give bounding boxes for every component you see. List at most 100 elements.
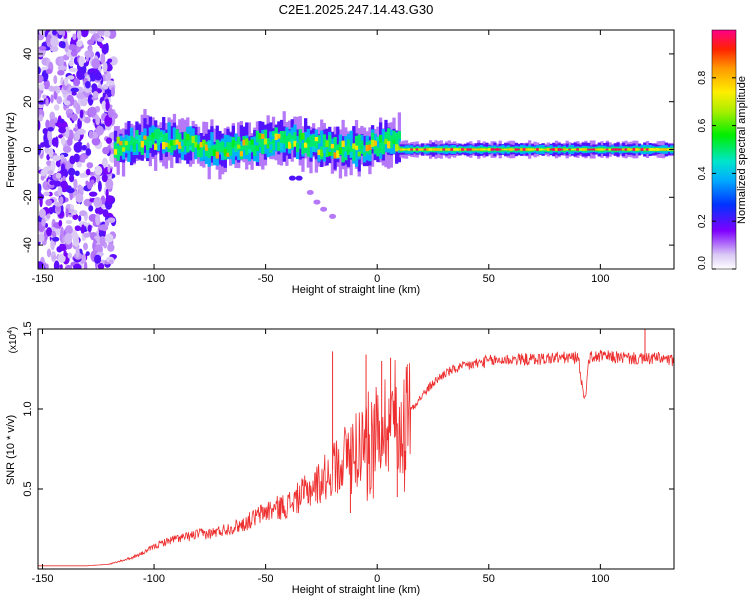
colorbar-gradient: [711, 29, 737, 270]
heatmap-noise-cell: [85, 168, 91, 176]
heatmap-noise-cell: [65, 219, 73, 225]
heatmap-band-cell: [381, 128, 385, 147]
heatmap-noise-cell: [60, 136, 66, 146]
heatmap-band-cell: [271, 131, 276, 137]
heatmap-band-cell: [576, 148, 580, 151]
heatmap-noise-cell: [87, 39, 94, 46]
heatmap-band-cell: [447, 148, 451, 151]
heatmap-band-cell: [194, 142, 198, 148]
heatmap-band-cell: [428, 148, 433, 151]
heatmap-band-cell: [212, 149, 217, 157]
heatmap-band-cell: [180, 141, 185, 147]
snr-series-line: [38, 350, 674, 567]
heatmap-noise-cell: [58, 253, 66, 263]
heatmap-band-cell: [410, 148, 414, 151]
heatmap-noise-cell: [57, 65, 67, 71]
heatmap-feature-3: [288, 175, 337, 219]
heatmap-band-cell: [648, 148, 652, 151]
heatmap-band-cell: [306, 143, 310, 157]
heatmap-band-cell: [661, 148, 666, 151]
heatmap-band-cell: [274, 133, 278, 140]
heatmap-band-cell: [354, 135, 359, 149]
heatmap-band-cell: [328, 135, 332, 150]
heatmap-band-cell: [530, 148, 535, 151]
heatmap-noise-cell: [53, 260, 60, 269]
heatmap-band-cell: [392, 130, 396, 141]
heatmap-noise-cell: [95, 125, 104, 136]
heatmap-noise-cell: [47, 170, 54, 175]
heatmap-band-cell: [250, 139, 254, 145]
heatmap-band-cell: [434, 148, 438, 151]
heatmap-noise-cell: [70, 204, 74, 210]
heatmap-band-cell: [154, 129, 158, 139]
heatmap-band-cell: [202, 145, 206, 161]
heatmap-noise-cell: [67, 252, 73, 259]
heatmap-band-cell: [624, 148, 628, 151]
heatmap-band-cell: [137, 135, 142, 143]
heatmap-noise-cell: [73, 263, 82, 269]
heatmap-band-cell: [188, 146, 193, 151]
colorbar-ticks: 0.0 0.2 0.4 0.6 0.8: [697, 70, 736, 270]
heatmap-noise-cell: [73, 142, 83, 153]
heatmap-noise-cell: [63, 146, 69, 152]
heatmap-band-cell: [202, 140, 206, 147]
heatmap-noise-cell: [81, 144, 87, 151]
heatmap-noise-cell: [76, 92, 85, 100]
heatmap-band-cell: [407, 148, 411, 151]
heatmap-band-cell: [320, 130, 324, 156]
heatmap-band-cell: [395, 133, 399, 145]
heatmap-band-cell: [341, 148, 345, 163]
heatmap-band-cell: [651, 148, 655, 151]
heatmap-noise-cell: [88, 130, 94, 139]
snr-x-tick-label: -150: [31, 573, 53, 585]
snr-x-tick-label: 50: [483, 573, 495, 585]
heatmap-band-cell: [627, 148, 631, 151]
heatmap-band-cell: [229, 142, 233, 152]
heatmap-band-cell: [578, 148, 583, 151]
heatmap-band-cell: [384, 131, 388, 141]
heatmap-noise-cell: [52, 30, 57, 36]
heatmap-band-cell: [290, 139, 294, 144]
heatmap-noise-cell: [88, 30, 98, 34]
heatmap-band-cell: [352, 143, 356, 149]
heatmap-noise-cell: [99, 42, 103, 49]
heatmap-band-cell: [127, 136, 131, 151]
heatmap-band-cell: [562, 148, 567, 151]
heatmap-noise-cell: [94, 165, 103, 176]
heatmap-noise-cell: [59, 196, 64, 205]
heatmap-band-cell: [412, 148, 417, 151]
heatmap-trace-point: [320, 206, 328, 212]
heatmap-band-cell: [162, 141, 166, 150]
heatmap-noise-cell: [94, 254, 102, 264]
heatmap-band-cell: [194, 144, 198, 160]
heatmap-band-cell: [116, 136, 120, 144]
heatmap-trace-point: [313, 199, 321, 205]
heatmap-band-cell: [450, 148, 454, 151]
heatmap-band-cell: [349, 130, 353, 155]
heatmap-band-cell: [536, 148, 540, 151]
heatmap-noise-cell: [85, 251, 90, 256]
heatmap-noise-cell: [58, 219, 63, 227]
snr-y-tick-label: 1.5: [22, 321, 34, 336]
heatmap-band-cell: [245, 138, 249, 146]
heatmap-band-cell: [370, 132, 375, 146]
heatmap-band-cell: [231, 140, 235, 148]
heatmap-noise-cell: [59, 55, 64, 67]
heatmap-band-cell: [643, 148, 647, 151]
heatmap-noise-cell: [60, 163, 66, 173]
heatmap-band-cell: [568, 148, 572, 151]
heatmap-noise-cell: [52, 255, 57, 260]
heatmap-band-cell: [498, 148, 502, 151]
heatmap-noise-cell: [94, 206, 104, 215]
heatmap-band-cell: [175, 129, 179, 144]
heatmap-band-cell: [129, 136, 134, 146]
heatmap-band-cell: [629, 148, 634, 151]
heatmap-band-cell: [124, 141, 128, 146]
heatmap-noise-cell: [60, 226, 64, 239]
heatmap-band-cell: [263, 138, 268, 145]
heatmap-band-cell: [186, 133, 190, 141]
heatmap-noise-cell: [45, 119, 50, 130]
heatmap-band-cell: [314, 136, 318, 142]
heatmap-band-cell: [154, 143, 158, 150]
snr-y-multiplier: (x104): [7, 327, 19, 354]
